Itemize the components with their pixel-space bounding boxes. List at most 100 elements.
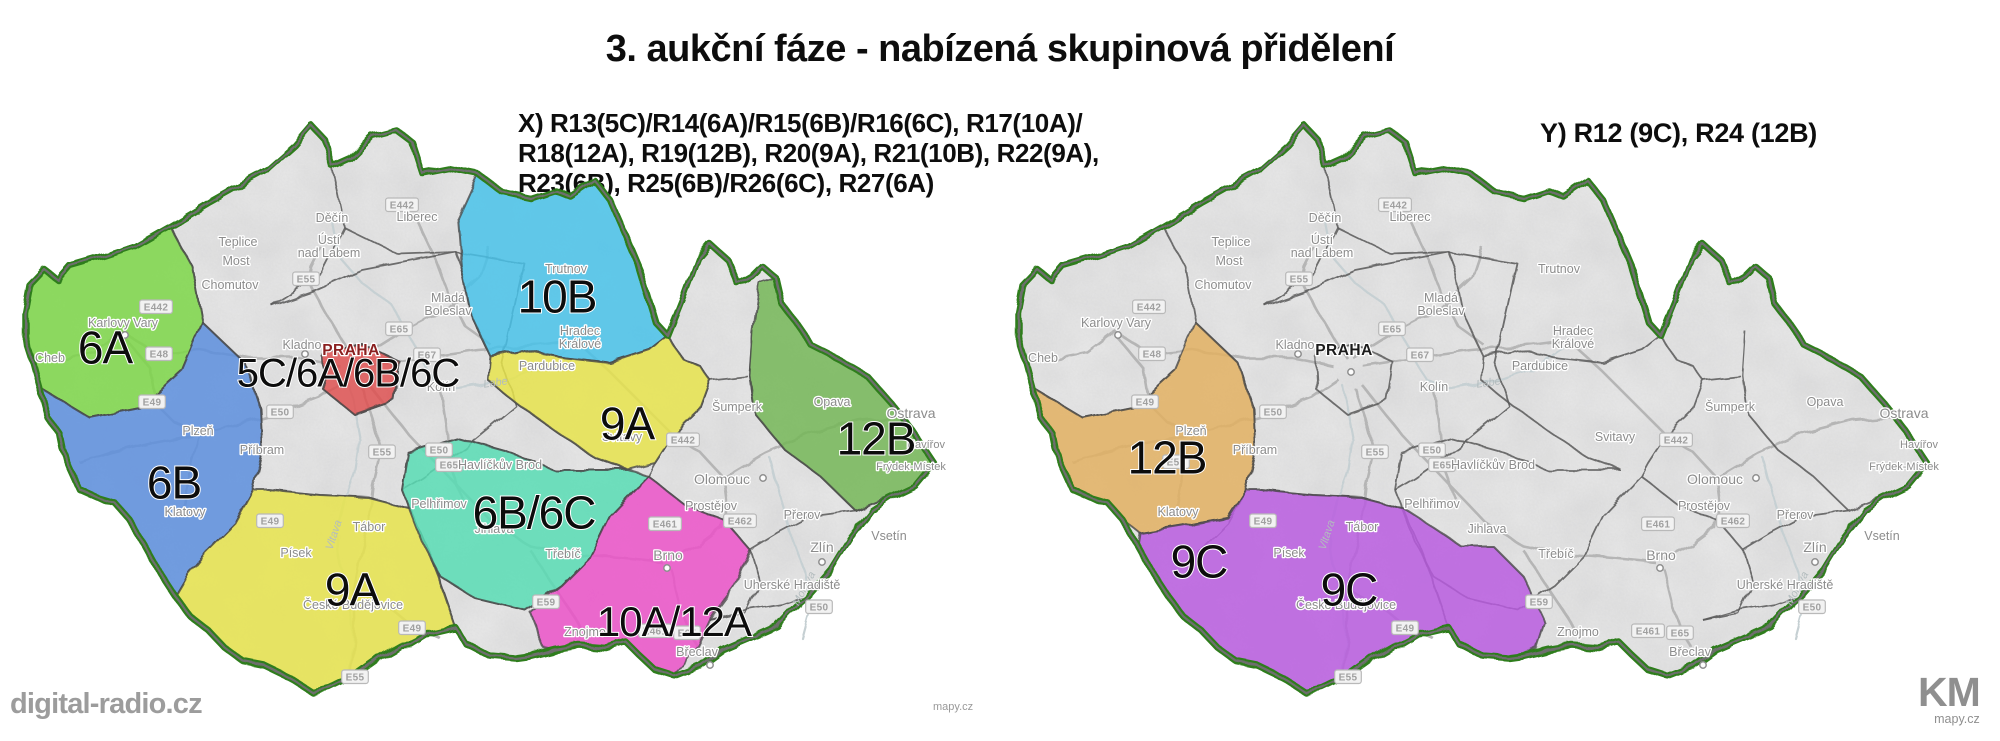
svg-text:E65: E65 [1671, 629, 1690, 640]
road-badge [1630, 623, 1665, 639]
road-badge [425, 442, 453, 458]
road-badge [1391, 620, 1419, 636]
city-label: Klatovy [165, 505, 207, 519]
city-label: Písek [1273, 546, 1305, 560]
road-badge [1361, 444, 1389, 460]
svg-text:E50: E50 [1803, 603, 1822, 614]
city-label: Svitavy [1595, 430, 1636, 444]
city-label: Havlíčkův Brod [1451, 458, 1535, 472]
svg-text:E55: E55 [1290, 275, 1309, 286]
city-label: Pardubice [519, 359, 575, 373]
svg-text:E50: E50 [810, 603, 829, 614]
allotment-label: 10A/12A [597, 598, 752, 645]
city-label: Příbram [1233, 443, 1277, 457]
city-label: Kladno [283, 338, 322, 352]
annotation-x-line1: X) R13(5C)/R14(6A)/R15(6B)/R16(6C), R17(… [518, 108, 1083, 138]
city-label: Karlovy Vary [88, 316, 159, 330]
svg-text:E442: E442 [390, 201, 415, 212]
city-label: České Budějovice [303, 597, 403, 612]
road-badge [1138, 346, 1166, 362]
road-badge [1525, 594, 1553, 610]
city-label: Mladá Boleslav [1417, 291, 1465, 318]
city-label: Tábor [1346, 520, 1379, 534]
city-dot [818, 558, 826, 566]
city-label: Kolín [427, 380, 456, 394]
svg-text:E65: E65 [678, 629, 697, 640]
city-label: Děčín [1309, 211, 1342, 225]
svg-text:E59: E59 [537, 598, 556, 609]
city-label: Teplice [219, 235, 258, 249]
allotment-label: 6B [147, 457, 201, 509]
road-badge [435, 457, 463, 473]
svg-text:E49: E49 [143, 398, 162, 409]
city-label: Ostrava [1879, 405, 1928, 421]
city-label: Most [1215, 254, 1243, 268]
city-label: Šumperk [712, 399, 763, 414]
city-label: Děčín [316, 211, 349, 225]
praha-label: PRAHA [322, 342, 380, 359]
city-label: Olomouc [1687, 471, 1743, 487]
city-label: Havlíčkův Brod [458, 458, 542, 472]
road-badge [1428, 457, 1456, 473]
city-label: Jihlava [1468, 522, 1507, 536]
road-badge [292, 271, 320, 287]
svg-text:E442: E442 [671, 436, 696, 447]
road-badge [1640, 516, 1675, 532]
city-label: Brno [1646, 547, 1676, 563]
allotment-label: 6A [78, 322, 134, 374]
city-label: Písek [280, 546, 312, 560]
city-dot [759, 474, 767, 482]
city-dot [1347, 368, 1355, 376]
city-dots [1114, 331, 1819, 669]
city-dot [301, 350, 309, 358]
annotation-y: Y) R12 (9C), R24 (12B) [1540, 118, 1817, 148]
city-label: Opava [814, 395, 851, 409]
city-label: Plzeň [182, 424, 213, 438]
svg-text:E55: E55 [297, 275, 316, 286]
svg-text:E55: E55 [1366, 448, 1385, 459]
road-badge [1406, 347, 1434, 363]
city-dot [1294, 350, 1302, 358]
road-badge [1798, 599, 1826, 615]
river-label: Labe [1476, 375, 1502, 390]
city-label: Jihlava [475, 522, 514, 536]
city-label: Vsetín [1864, 529, 1899, 543]
city-label: Třebíč [1538, 547, 1573, 561]
allotment-label: 9A [325, 564, 381, 616]
road-badge [413, 347, 441, 363]
city-label: Trutnov [1538, 262, 1581, 276]
road-badge [722, 513, 757, 529]
road-badge [368, 444, 396, 460]
road-badges: E442 E442 E442 E55 E55 E55 E48 E49 E49 E49 E50 E50 E… [1131, 197, 1826, 685]
city-label: Havířov [1900, 439, 1938, 451]
svg-text:E55: E55 [346, 673, 365, 684]
allotment-label: 10B [518, 271, 597, 323]
city-label: Uherské Hradiště [744, 578, 841, 592]
city-label: Chomutov [1195, 278, 1253, 292]
allotment-labels: 12B 9C 9C [1127, 431, 1380, 617]
road-badge [1334, 669, 1362, 685]
city-label: Prostějov [685, 499, 738, 513]
svg-text:E65: E65 [1383, 325, 1402, 336]
road-badge [341, 669, 369, 685]
svg-text:E48: E48 [1143, 350, 1162, 361]
road-badge [1249, 513, 1277, 529]
city-label: Znojmo [1557, 625, 1599, 639]
city-label: České Budějovice [1296, 597, 1396, 612]
allotment-regions [24, 173, 935, 693]
road-badge [145, 346, 173, 362]
svg-text:E59: E59 [1530, 598, 1549, 609]
annotation-x: X) R13(5C)/R14(6A)/R15(6B)/R16(6C), R17(… [518, 108, 1099, 198]
city-label: Karlovy Vary [1081, 316, 1152, 330]
svg-text:E55: E55 [1339, 673, 1358, 684]
praha-label: PRAHA [1315, 342, 1373, 359]
city-label: Zlín [810, 539, 833, 555]
road-badge [139, 299, 174, 315]
city-label: Břeclav [1669, 645, 1711, 659]
city-label: Plzeň [1175, 424, 1206, 438]
allotment-label: 9A [600, 398, 656, 450]
city-label: Uherské Hradiště [1737, 578, 1834, 592]
svg-text:E50: E50 [1264, 408, 1283, 419]
city-label: Břeclav [676, 645, 718, 659]
city-labels: Teplice Most Chomutov Děčín Ústí nad Labem Lib… [34, 209, 948, 661]
